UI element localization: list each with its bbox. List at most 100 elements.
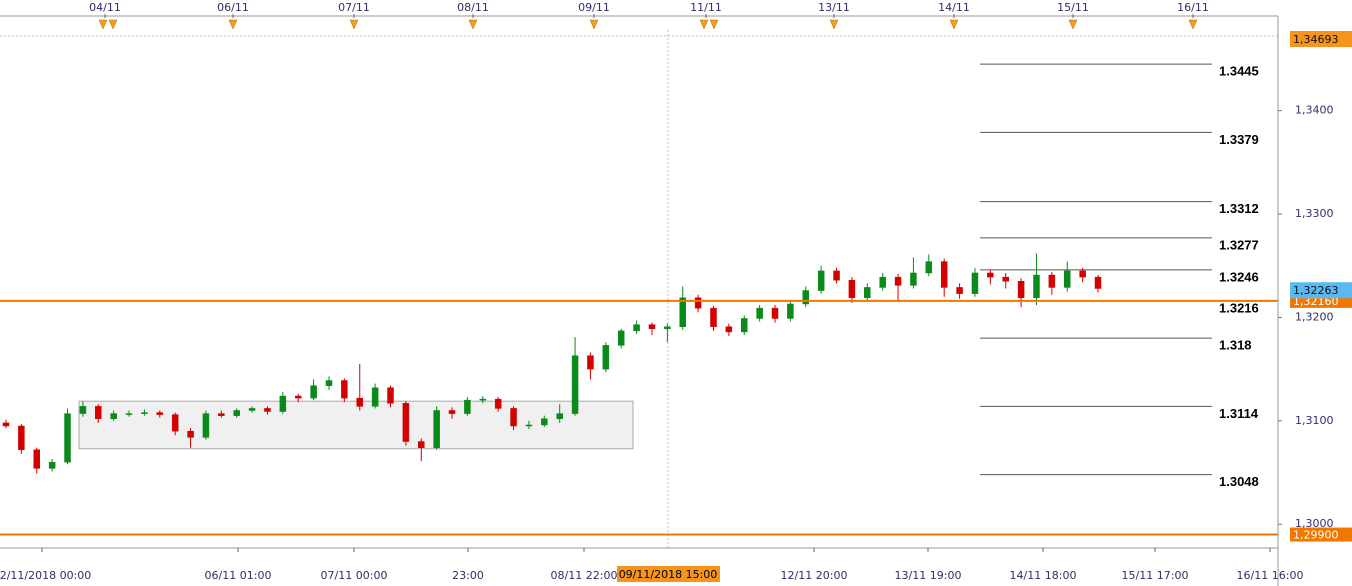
candle-body <box>802 290 810 305</box>
candle-body <box>864 287 871 299</box>
candle-body <box>1002 276 1009 282</box>
bottom-axis-label: 06/11 01:00 <box>205 569 272 582</box>
bottom-axis-label: 14/11 18:00 <box>1010 569 1077 582</box>
candle-body <box>1048 274 1056 288</box>
event-marker <box>829 19 839 30</box>
event-marker <box>949 19 959 30</box>
candle-body <box>479 398 487 401</box>
event-marker <box>98 19 108 30</box>
y-tick-label: 1,3100 <box>1295 414 1334 427</box>
candle-body <box>587 355 594 370</box>
level-label: 1.3246 <box>1219 269 1259 284</box>
event-marker <box>108 19 118 30</box>
candle-body <box>79 406 87 414</box>
candle-body <box>940 261 948 288</box>
candle-body <box>833 270 840 281</box>
candle-body <box>679 297 686 327</box>
candle-body <box>664 326 671 330</box>
candle-body <box>279 395 287 412</box>
top-axis-label: 09/11 <box>578 1 610 14</box>
price-tag-label: 1,34693 <box>1293 33 1339 46</box>
candle-body <box>571 355 579 414</box>
candle-body <box>556 413 563 420</box>
crosshair-tag <box>617 566 720 582</box>
candle-body <box>787 303 794 319</box>
top-axis-label: 13/11 <box>818 1 850 14</box>
top-axis-label: 08/11 <box>457 1 489 14</box>
candle-body <box>617 330 625 346</box>
candle-body <box>633 324 640 332</box>
candle-body <box>848 279 856 299</box>
candle-body <box>341 380 348 399</box>
candle-body <box>310 385 317 399</box>
candle-body <box>95 406 102 420</box>
candle-body <box>156 412 164 415</box>
price-tag <box>1290 30 1352 47</box>
candle-body <box>218 413 225 416</box>
price-tag <box>1290 282 1352 299</box>
level-label: 1.3445 <box>1219 64 1259 79</box>
candle-body <box>1094 276 1102 289</box>
top-axis-label: 16/11 <box>1177 1 1209 14</box>
candle-body <box>325 380 333 386</box>
candle-body <box>356 397 363 407</box>
top-axis-label: 11/11 <box>690 1 722 14</box>
candle-body <box>1063 270 1071 288</box>
candle-body <box>110 413 117 420</box>
crosshair-label: 09/11/2018 15:00 <box>619 568 718 581</box>
candle-body <box>202 413 210 438</box>
bottom-axis-label: 23:00 <box>452 569 484 582</box>
candle-body <box>1033 274 1040 299</box>
candle-body <box>187 430 194 438</box>
candle-body <box>64 413 71 463</box>
price-tag <box>1290 527 1352 542</box>
candle-body <box>2 422 10 427</box>
candle-body <box>294 395 302 399</box>
candle-body <box>694 297 702 309</box>
candle-body <box>648 324 656 330</box>
candle-body <box>987 272 994 278</box>
candle-body <box>387 387 394 404</box>
candle-body <box>741 318 748 333</box>
candle-body <box>464 399 471 414</box>
top-axis-label: 15/11 <box>1057 1 1089 14</box>
event-marker <box>699 19 709 30</box>
level-label: 1.3048 <box>1219 474 1259 489</box>
y-tick-label: 1,3200 <box>1295 310 1334 323</box>
candle-body <box>248 408 256 411</box>
bottom-axis-label: 16/11 16:00 <box>1237 569 1304 582</box>
event-marker <box>709 19 719 30</box>
candle-body <box>817 270 825 291</box>
candle-body <box>48 461 56 469</box>
y-tick-label: 1,3400 <box>1295 104 1334 117</box>
candle-body <box>141 412 148 414</box>
candle-body <box>171 414 179 432</box>
candle-body <box>371 387 379 407</box>
candle-body <box>233 410 240 416</box>
y-tick-label: 1,3000 <box>1295 517 1334 530</box>
bottom-axis-label: 13/11 19:00 <box>895 569 962 582</box>
candle-body <box>418 441 425 448</box>
candle-body <box>402 402 410 442</box>
candle-body <box>33 449 41 469</box>
range-box <box>78 400 634 450</box>
candle-body <box>910 272 917 286</box>
level-label: 1.3216 <box>1219 300 1259 315</box>
candle-body <box>541 418 548 426</box>
candle-body <box>433 410 440 448</box>
top-axis-label: 07/11 <box>338 1 370 14</box>
candle-body <box>125 413 133 415</box>
level-label: 1.318 <box>1219 338 1252 353</box>
candle-body <box>925 261 933 274</box>
top-axis-label: 06/11 <box>217 1 249 14</box>
bottom-axis-label: 15/11 17:00 <box>1122 569 1189 582</box>
candle-body <box>264 408 271 412</box>
candle-body <box>1079 270 1086 278</box>
top-axis-label: 14/11 <box>938 1 970 14</box>
candle-body <box>894 276 902 286</box>
candle-body <box>448 410 456 414</box>
price-tag-label: 1,32263 <box>1293 284 1339 297</box>
candle-body <box>756 307 763 319</box>
